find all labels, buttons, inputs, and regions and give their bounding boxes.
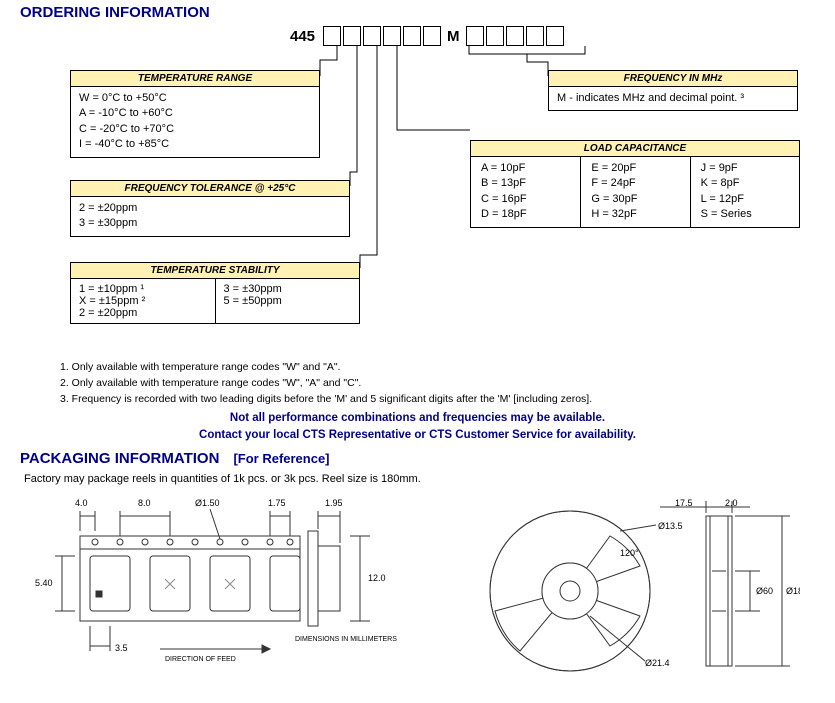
option-line: L = 12pF [701, 192, 789, 207]
footnote: 1. Only available with temperature range… [60, 360, 592, 376]
digit-box [323, 26, 341, 46]
option-line: B = 13pF [481, 176, 570, 191]
diagrams-row: 4.0 8.0 Ø1.50 1.75 1.95 [20, 491, 815, 681]
block-body: 2 = ±20ppm 3 = ±30ppm [71, 197, 349, 236]
option-line: M - indicates MHz and decimal point. ³ [557, 91, 789, 106]
block-header: FREQUENCY IN MHz [549, 71, 797, 87]
svg-text:8.0: 8.0 [138, 498, 151, 508]
temp-range-block: TEMPERATURE RANGE W = 0°C to +50°C A = -… [70, 70, 320, 158]
option-line: 3 = ±30ppm [79, 216, 341, 231]
packaging-section: PACKAGING INFORMATION [For Reference] Fa… [0, 440, 835, 681]
block-header: FREQUENCY TOLERANCE @ +25°C [71, 181, 349, 197]
part-mid: M [447, 28, 460, 45]
svg-text:Ø13.5: Ø13.5 [658, 521, 683, 531]
digit-box [383, 26, 401, 46]
option-line: 2 = ±20ppm [79, 307, 207, 319]
block-body: M - indicates MHz and decimal point. ³ [549, 87, 797, 110]
option-line: H = 32pF [591, 207, 679, 222]
svg-text:5.40: 5.40 [35, 578, 53, 588]
option-line: F = 24pF [591, 176, 679, 191]
svg-text:4.0: 4.0 [75, 498, 88, 508]
option-line: 1 = ±10ppm ¹ [79, 283, 207, 295]
option-line: C = 16pF [481, 192, 570, 207]
option-line: E = 20pF [591, 161, 679, 176]
tape-diagram: 4.0 8.0 Ø1.50 1.75 1.95 [20, 491, 420, 681]
svg-text:3.5: 3.5 [115, 643, 128, 653]
svg-text:Ø21.4: Ø21.4 [645, 658, 670, 668]
option-line: 3 = ±30ppm [224, 283, 352, 295]
svg-text:Ø60: Ø60 [756, 586, 773, 596]
option-line: K = 8pF [701, 176, 789, 191]
digit-box [403, 26, 421, 46]
option-line: J = 9pF [701, 161, 789, 176]
block-header: LOAD CAPACITANCE [471, 141, 799, 157]
option-line: C = -20°C to +70°C [79, 122, 311, 137]
packaging-note: Factory may package reels in quantities … [24, 473, 815, 485]
ordering-section: ORDERING INFORMATION 445 M TEMPERATURE R… [0, 0, 835, 440]
part-number-row: 445 M [290, 26, 564, 46]
block-body: A = 10pF B = 13pF C = 16pF D = 18pF E = … [471, 157, 799, 227]
notice-line: Not all performance combinations and fre… [0, 410, 835, 427]
temp-stab-block: TEMPERATURE STABILITY 1 = ±10ppm ¹ X = ±… [70, 262, 360, 324]
block-header: TEMPERATURE RANGE [71, 71, 319, 87]
option-line: 5 = ±50ppm [224, 295, 352, 307]
digit-box [363, 26, 381, 46]
digit-box [526, 26, 544, 46]
footnote: 3. Frequency is recorded with two leadin… [60, 392, 592, 408]
svg-text:Ø1.50: Ø1.50 [195, 498, 220, 508]
digit-box [466, 26, 484, 46]
option-line: D = 18pF [481, 207, 570, 222]
packaging-title: PACKAGING INFORMATION [20, 450, 219, 467]
part-prefix: 445 [290, 28, 315, 45]
digit-box [423, 26, 441, 46]
reel-diagram: 17.5 2.0 Ø13.5 120° Ø21.4 Ø60 [460, 491, 800, 681]
option-line: W = 0°C to +50°C [79, 91, 311, 106]
digit-box [343, 26, 361, 46]
freq-mhz-block: FREQUENCY IN MHz M - indicates MHz and d… [548, 70, 798, 111]
option-line: G = 30pF [591, 192, 679, 207]
packaging-subtitle: [For Reference] [233, 451, 329, 466]
option-line: A = -10°C to +60°C [79, 106, 311, 121]
block-body: W = 0°C to +50°C A = -10°C to +60°C C = … [71, 87, 319, 157]
freq-tol-block: FREQUENCY TOLERANCE @ +25°C 2 = ±20ppm 3… [70, 180, 350, 237]
footnote: 2. Only available with temperature range… [60, 376, 592, 392]
digit-box [506, 26, 524, 46]
svg-text:12.0: 12.0 [368, 573, 386, 583]
svg-text:1.75: 1.75 [268, 498, 286, 508]
svg-text:120°: 120° [620, 548, 639, 558]
block-header: TEMPERATURE STABILITY [71, 263, 359, 279]
option-line: S = Series [701, 207, 789, 222]
digit-box [486, 26, 504, 46]
svg-text:DIMENSIONS IN MILLIMETERS: DIMENSIONS IN MILLIMETERS [295, 636, 397, 643]
footnotes: 1. Only available with temperature range… [60, 360, 592, 407]
svg-text:1.95: 1.95 [325, 498, 343, 508]
ordering-title: ORDERING INFORMATION [20, 4, 210, 21]
load-cap-block: LOAD CAPACITANCE A = 10pF B = 13pF C = 1… [470, 140, 800, 228]
option-line: A = 10pF [481, 161, 570, 176]
option-line: I = -40°C to +85°C [79, 137, 311, 152]
svg-text:Ø180: Ø180 [786, 586, 800, 596]
digit-box [546, 26, 564, 46]
option-line: X = ±15ppm ² [79, 295, 207, 307]
block-body: 1 = ±10ppm ¹ X = ±15ppm ² 2 = ±20ppm 3 =… [71, 279, 359, 323]
option-line: 2 = ±20ppm [79, 201, 341, 216]
svg-text:DIRECTION OF FEED: DIRECTION OF FEED [165, 656, 236, 663]
